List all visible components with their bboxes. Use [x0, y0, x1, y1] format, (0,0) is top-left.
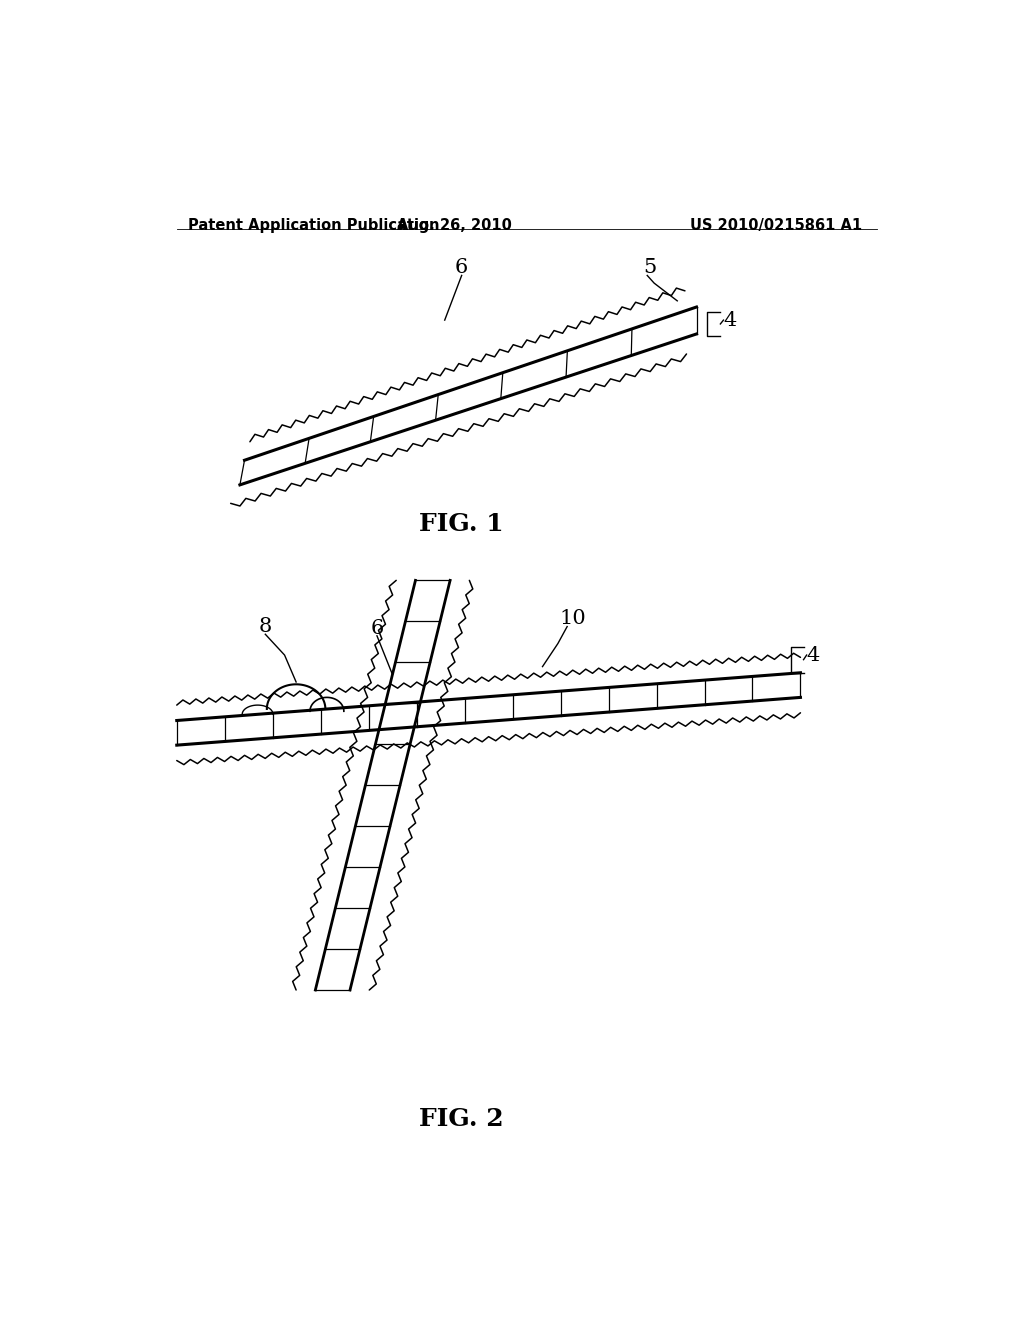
Text: 4: 4 — [807, 645, 820, 664]
Text: 8: 8 — [259, 616, 272, 636]
Text: 5: 5 — [644, 259, 657, 277]
Text: FIG. 1: FIG. 1 — [420, 512, 504, 536]
Text: Aug. 26, 2010: Aug. 26, 2010 — [396, 218, 511, 234]
Text: 6: 6 — [455, 259, 468, 277]
Text: Patent Application Publication: Patent Application Publication — [188, 218, 440, 234]
Text: 4: 4 — [724, 310, 736, 330]
Text: US 2010/0215861 A1: US 2010/0215861 A1 — [690, 218, 862, 234]
Text: FIG. 2: FIG. 2 — [420, 1107, 504, 1131]
Text: 10: 10 — [560, 610, 587, 628]
Text: 6: 6 — [371, 619, 384, 638]
